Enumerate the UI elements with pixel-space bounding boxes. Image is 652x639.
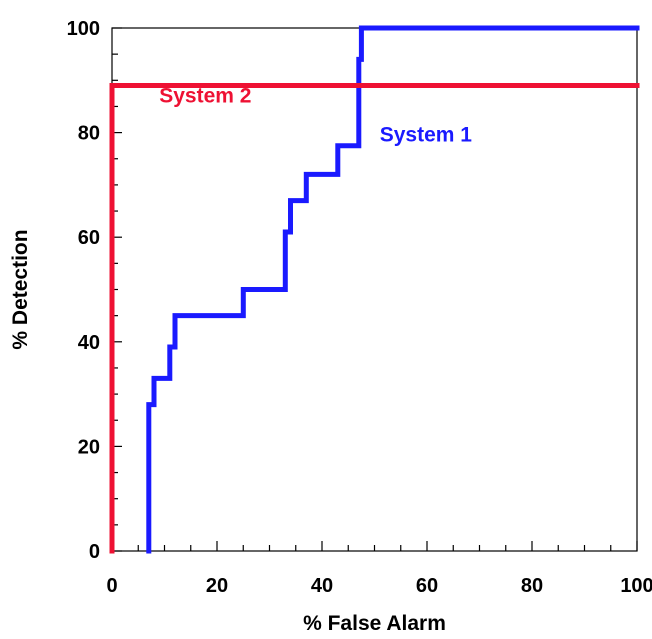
x-tick-label: 0	[106, 575, 117, 597]
y-tick-label: 100	[67, 18, 100, 40]
y-tick-label: 0	[89, 541, 100, 563]
series-line-2	[109, 83, 640, 554]
annotation-label: System 1	[380, 124, 473, 147]
x-tick-label: 20	[206, 575, 228, 597]
x-tick-label: 40	[311, 575, 333, 597]
y-tick-label: 20	[78, 436, 100, 458]
x-axis-label: % False Alarm	[303, 612, 446, 635]
x-tick-label: 80	[521, 575, 543, 597]
x-tick-label: 100	[620, 575, 652, 597]
series-lines	[109, 25, 640, 554]
y-tick-label: 80	[78, 123, 100, 145]
y-tick-label: 40	[78, 332, 100, 354]
y-axis-label: % Detection	[9, 229, 32, 349]
annotation-label: System 2	[159, 84, 251, 107]
series-line-1	[146, 25, 640, 554]
x-tick-label: 60	[416, 575, 438, 597]
series-annotations: System 2 System 1	[159, 84, 472, 146]
y-tick-label: 60	[78, 227, 100, 249]
tick-labels: 0 20 40 60 80 100 0 20 40 60 80 100	[67, 18, 652, 597]
